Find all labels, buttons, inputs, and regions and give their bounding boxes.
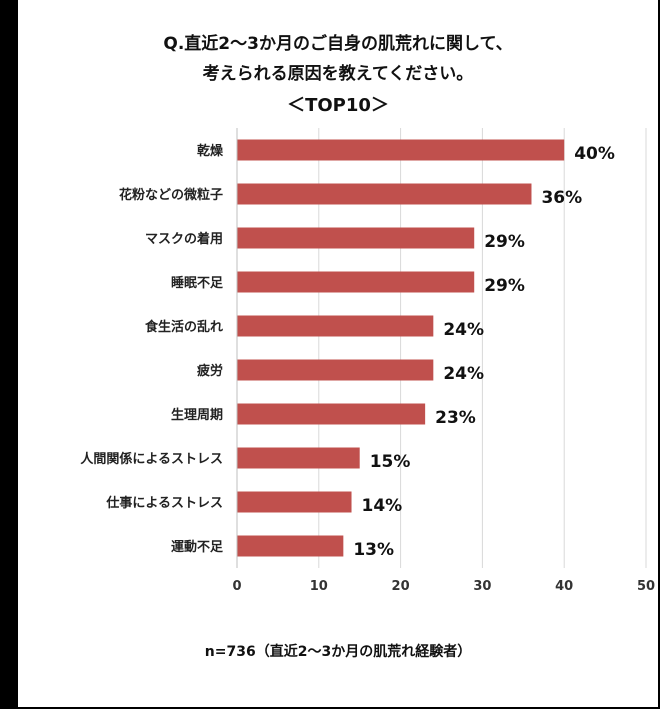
category-label-3: 睡眠不足 (171, 275, 224, 291)
data-label-8: 14% (362, 496, 403, 516)
data-label-3: 29% (484, 276, 525, 296)
category-label-0: 乾燥 (197, 143, 224, 159)
data-label-0: 40% (574, 144, 615, 164)
category-label-4: 食生活の乱れ (145, 319, 223, 335)
bar-2 (237, 227, 475, 249)
data-label-7: 15% (370, 452, 411, 472)
x-tick-label-30: 30 (473, 579, 491, 594)
bar-4 (237, 315, 434, 337)
sample-size-footnote: n=736（直近2～3か月の肌荒れ経験者） (204, 644, 472, 660)
bar-0 (237, 139, 565, 161)
chart-title-line-2: 考えられる原因を教えてください。 (202, 64, 474, 84)
chart-title-line-3: ＜TOP10＞ (287, 95, 389, 116)
bar-5 (237, 359, 434, 381)
data-label-5: 24% (443, 364, 484, 384)
chart-frame: Q.直近2～3か月のご自身の肌荒れに関して、 考えられる原因を教えてください。 … (18, 0, 658, 707)
category-label-8: 仕事によるストレス (105, 495, 223, 511)
category-label-1: 花粉などの微粒子 (119, 187, 223, 203)
x-tick-label-0: 0 (232, 579, 241, 594)
data-label-1: 36% (541, 188, 582, 208)
category-label-9: 運動不足 (171, 539, 224, 555)
data-label-2: 29% (484, 232, 525, 252)
x-tick-label-50: 50 (637, 579, 655, 594)
bar-6 (237, 403, 426, 425)
data-label-9: 13% (353, 540, 394, 560)
x-tick-label-10: 10 (310, 579, 328, 594)
bar-1 (237, 183, 532, 205)
category-label-6: 生理周期 (171, 407, 223, 423)
bar-3 (237, 271, 475, 293)
category-label-7: 人間関係によるストレス (80, 451, 223, 467)
bar-8 (237, 491, 352, 513)
bar-7 (237, 447, 360, 469)
bar-9 (237, 535, 344, 557)
chart-title-line-1: Q.直近2～3か月のご自身の肌荒れに関して、 (163, 34, 513, 54)
bar-chart: 0 10 20 30 40 50 乾燥 40% 花粉などの微粒子 36% マスクの着用 29% 睡眠不足… (80, 128, 655, 594)
category-label-5: 疲労 (197, 363, 223, 379)
x-tick-label-20: 20 (392, 579, 410, 594)
data-label-6: 23% (435, 408, 476, 428)
x-tick-label-40: 40 (555, 579, 573, 594)
data-label-4: 24% (443, 320, 484, 340)
category-label-2: マスクの着用 (145, 231, 223, 247)
